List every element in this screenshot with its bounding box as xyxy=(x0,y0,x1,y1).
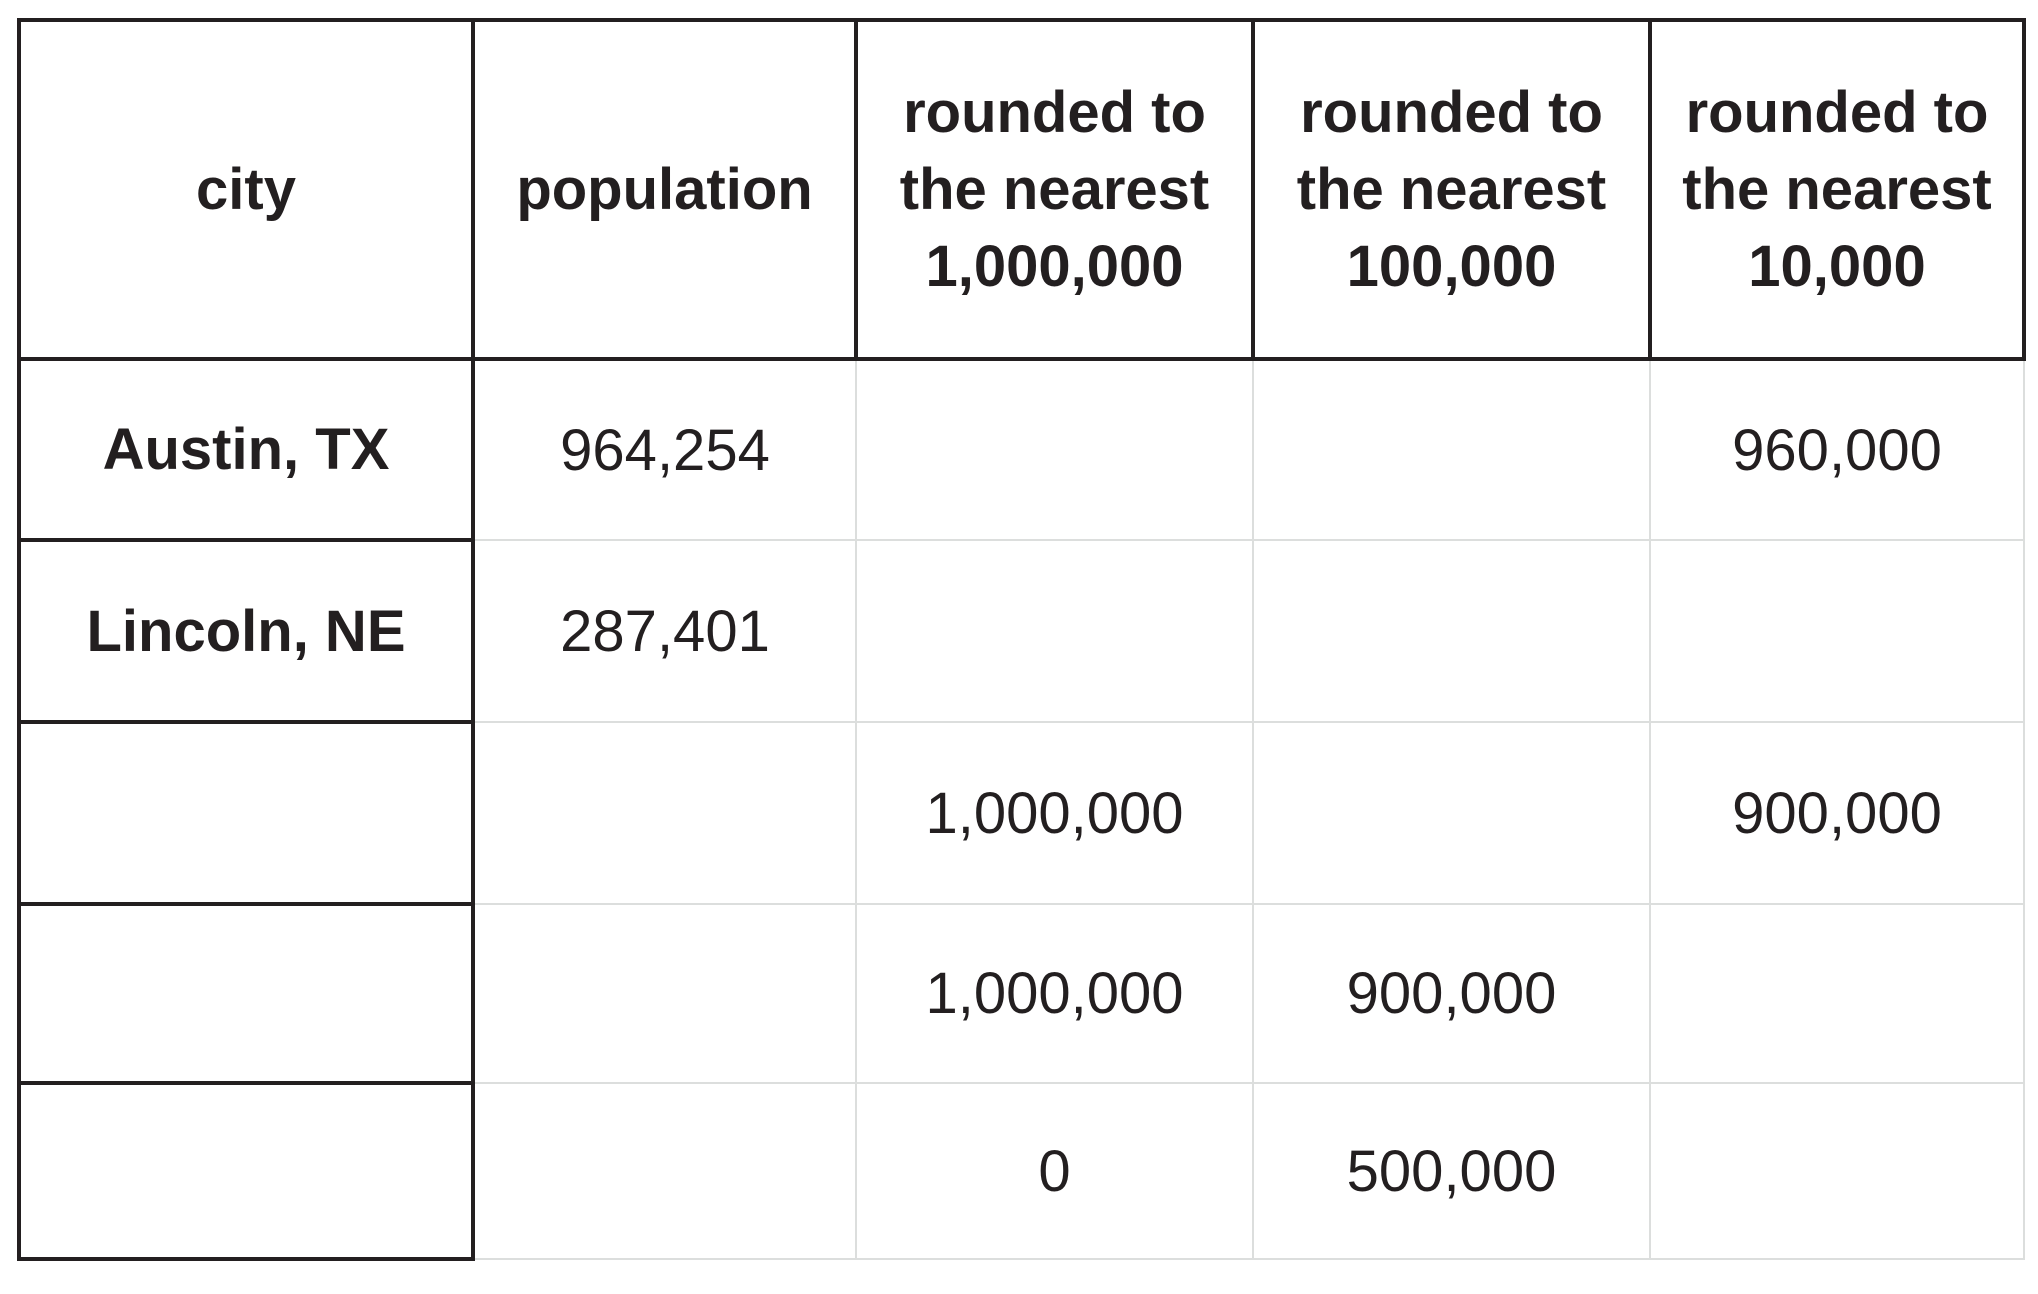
population-cell: 287,401 xyxy=(472,539,857,723)
table-row: 1,000,000 900,000 xyxy=(17,902,2025,1085)
rounded-1000000-cell: 1,000,000 xyxy=(855,903,1254,1084)
city-cell xyxy=(17,720,475,906)
city-cell xyxy=(17,1081,475,1261)
rounded-1000000-cell: 1,000,000 xyxy=(855,721,1254,905)
column-header-population: population xyxy=(471,18,858,361)
rounded-100000-cell: 500,000 xyxy=(1252,1082,1651,1260)
population-cell xyxy=(472,721,857,905)
column-header-city: city xyxy=(17,18,475,361)
table-row: Austin, TX 964,254 960,000 xyxy=(17,357,2025,542)
rounded-1000000-cell: 0 xyxy=(855,1082,1254,1260)
rounded-1000000-cell xyxy=(855,358,1254,541)
table-row: 0 500,000 xyxy=(17,1081,2025,1261)
rounded-10000-cell xyxy=(1649,539,2025,723)
rounded-100000-cell xyxy=(1252,539,1651,723)
population-cell xyxy=(472,903,857,1084)
population-cell xyxy=(472,1082,857,1260)
population-cell: 964,254 xyxy=(472,358,857,541)
rounded-100000-cell: 900,000 xyxy=(1252,903,1651,1084)
rounded-1000000-cell xyxy=(855,539,1254,723)
rounded-10000-cell xyxy=(1649,903,2025,1084)
table-row: 1,000,000 900,000 xyxy=(17,720,2025,906)
rounded-100000-cell xyxy=(1252,721,1651,905)
column-header-rounded-1000000: rounded to the nearest 1,000,000 xyxy=(854,18,1255,361)
rounded-10000-cell: 900,000 xyxy=(1649,721,2025,905)
header-row: city population rounded to the nearest 1… xyxy=(17,18,2026,361)
rounded-10000-cell xyxy=(1649,1082,2025,1260)
city-cell: Lincoln, NE xyxy=(17,538,475,724)
rounded-100000-cell xyxy=(1252,358,1651,541)
rounded-10000-cell: 960,000 xyxy=(1649,358,2025,541)
city-cell: Austin, TX xyxy=(17,357,475,542)
column-header-rounded-10000: rounded to the nearest 10,000 xyxy=(1648,18,2026,361)
rounding-table: city population rounded to the nearest 1… xyxy=(17,18,2026,1261)
city-cell xyxy=(17,902,475,1085)
column-header-rounded-100000: rounded to the nearest 100,000 xyxy=(1251,18,1652,361)
table-row: Lincoln, NE 287,401 xyxy=(17,538,2025,724)
